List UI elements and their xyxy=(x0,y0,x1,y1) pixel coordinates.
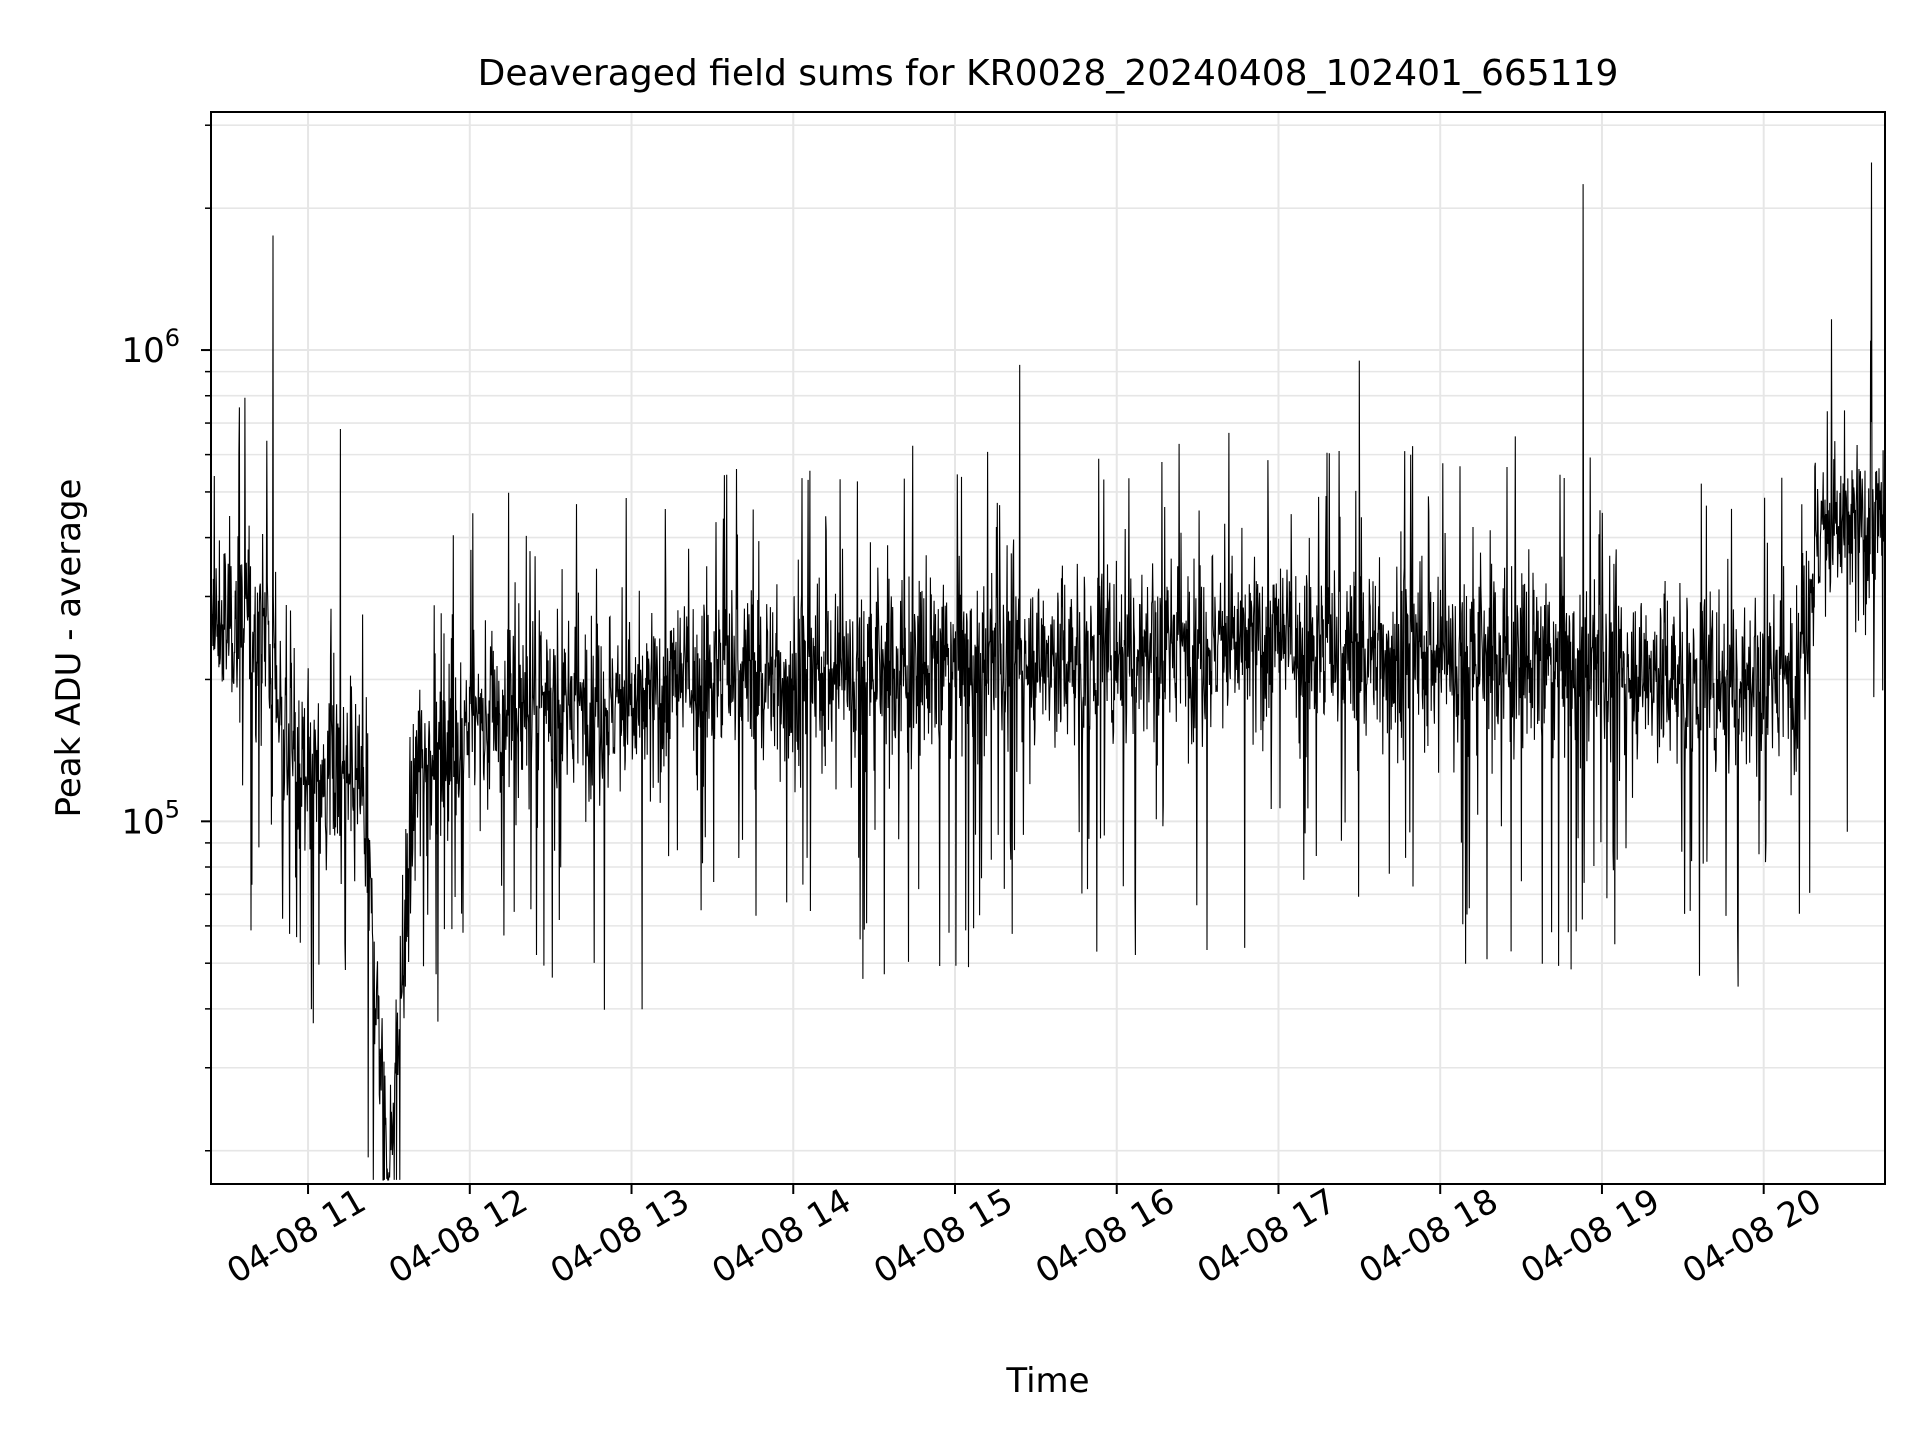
y-tick-label: 106 xyxy=(121,324,180,371)
chart-title: Deaveraged field sums for KR0028_2024040… xyxy=(478,53,1619,94)
series-line xyxy=(210,162,1886,1181)
y-axis-label: Peak ADU - average xyxy=(49,479,89,818)
plot-frame xyxy=(210,111,1886,1185)
data-trace xyxy=(210,162,1886,1181)
x-axis-label: Time xyxy=(1005,1361,1089,1401)
grid-lines xyxy=(211,112,1885,1184)
y-tick-label: 105 xyxy=(121,795,180,842)
